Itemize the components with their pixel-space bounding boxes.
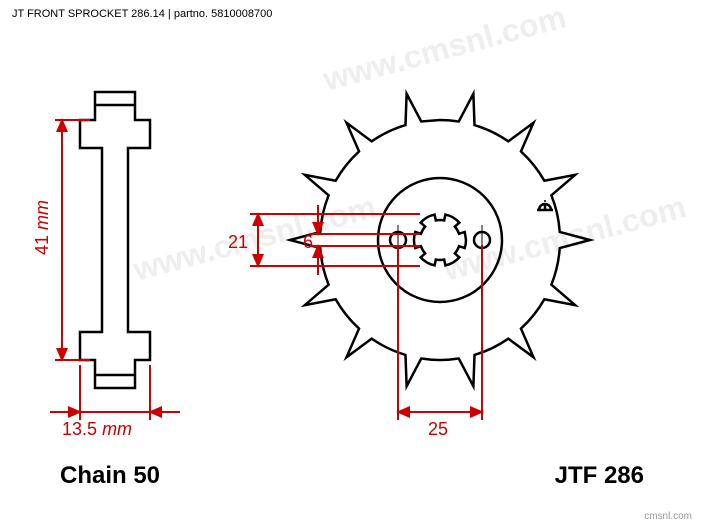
front-view [290, 94, 590, 386]
dim-25: 25 [428, 419, 448, 439]
dim-41: 41 [32, 235, 52, 255]
svg-text:13.5 mm: 13.5 mm [62, 419, 132, 439]
dim-6: 6 [303, 232, 313, 252]
chain-label: Chain 50 [60, 462, 160, 490]
model-label: JTF 286 [555, 462, 644, 490]
side-view: 41 mm 13.5 mm [32, 92, 180, 439]
footer-credit: cmsnl.com [644, 511, 692, 522]
dim-13-5: 13.5 [62, 419, 97, 439]
dim-21: 21 [228, 232, 248, 252]
svg-text:41 mm: 41 mm [32, 200, 52, 255]
technical-drawing: 41 mm 13.5 mm 21 6 25 [0, 0, 704, 530]
